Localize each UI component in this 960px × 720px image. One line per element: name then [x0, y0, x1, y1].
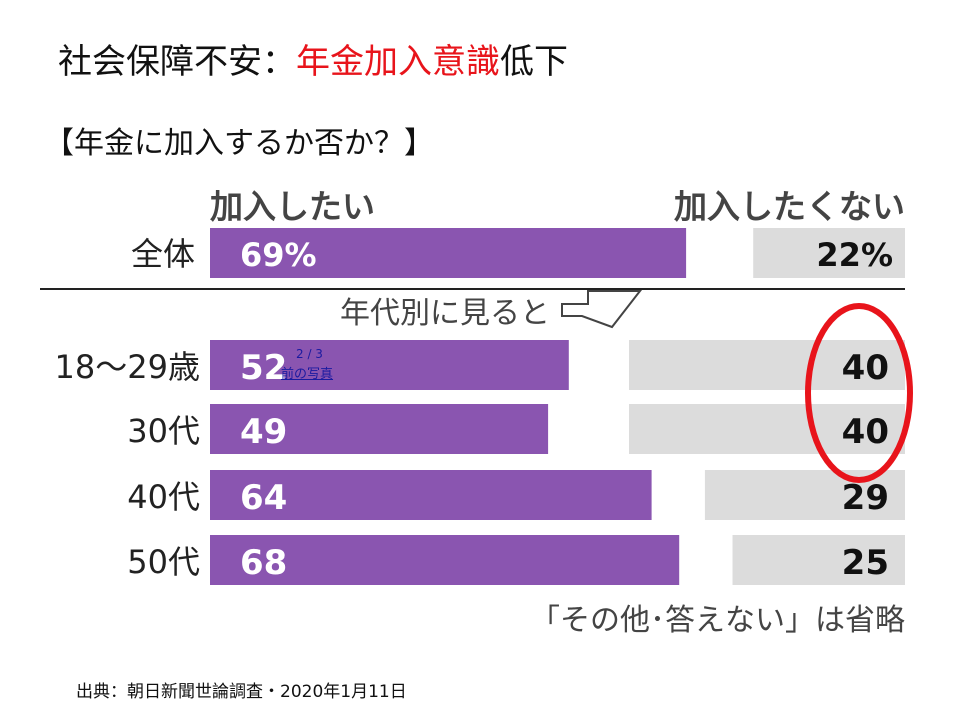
value-label-not-want: 40 [842, 348, 889, 388]
category-label: 30代 [127, 412, 200, 450]
highlight-ellipse [805, 303, 913, 483]
divider-label: 年代別に見ると [340, 296, 550, 331]
chart-note: 「その他･答えない」は省略 [530, 603, 905, 638]
source-citation: 出典：朝日新聞世論調査・2020年1月11日 [76, 682, 407, 702]
bar-not-want [629, 404, 905, 454]
slide-subtitle: 【年金に加入するか否か？】 [44, 126, 434, 161]
value-label-not-want: 40 [842, 412, 889, 452]
value-label-want: 52 [240, 348, 287, 388]
header-not-want: 加入したくない [674, 187, 905, 226]
bar-want [210, 535, 680, 585]
value-label-not-want: 25 [842, 543, 889, 583]
value-label-want: 69% [240, 236, 317, 274]
bar-want [210, 340, 569, 390]
value-label-want: 64 [240, 478, 287, 518]
header-want: 加入したい [210, 187, 375, 226]
down-arrow-icon [561, 290, 643, 329]
category-label: 40代 [127, 478, 200, 516]
category-label: 18〜29歳 [55, 348, 200, 386]
prev-photo-link[interactable]: 前の写真 [281, 367, 334, 382]
bar-want-total [210, 228, 687, 278]
gallery-counter: 2 / 3 [296, 347, 323, 361]
bar-not-want-total [753, 228, 905, 278]
title-main: 社会保障不安： [58, 42, 296, 82]
title-highlight: 年金加入意識 [296, 42, 500, 82]
value-label-want: 49 [240, 412, 287, 452]
bar-want [210, 404, 549, 454]
title-tail: 低下 [500, 42, 568, 82]
value-label-not-want: 22% [816, 236, 893, 274]
slide-title: 社会保障不安：年金加入意識低下 [58, 34, 568, 83]
bar-not-want [732, 535, 905, 585]
bar-want [210, 470, 652, 520]
category-label: 全体 [131, 235, 195, 273]
category-label: 50代 [127, 543, 200, 581]
bar-not-want [629, 340, 905, 390]
value-label-not-want: 29 [842, 478, 889, 518]
value-label-want: 68 [240, 543, 287, 583]
